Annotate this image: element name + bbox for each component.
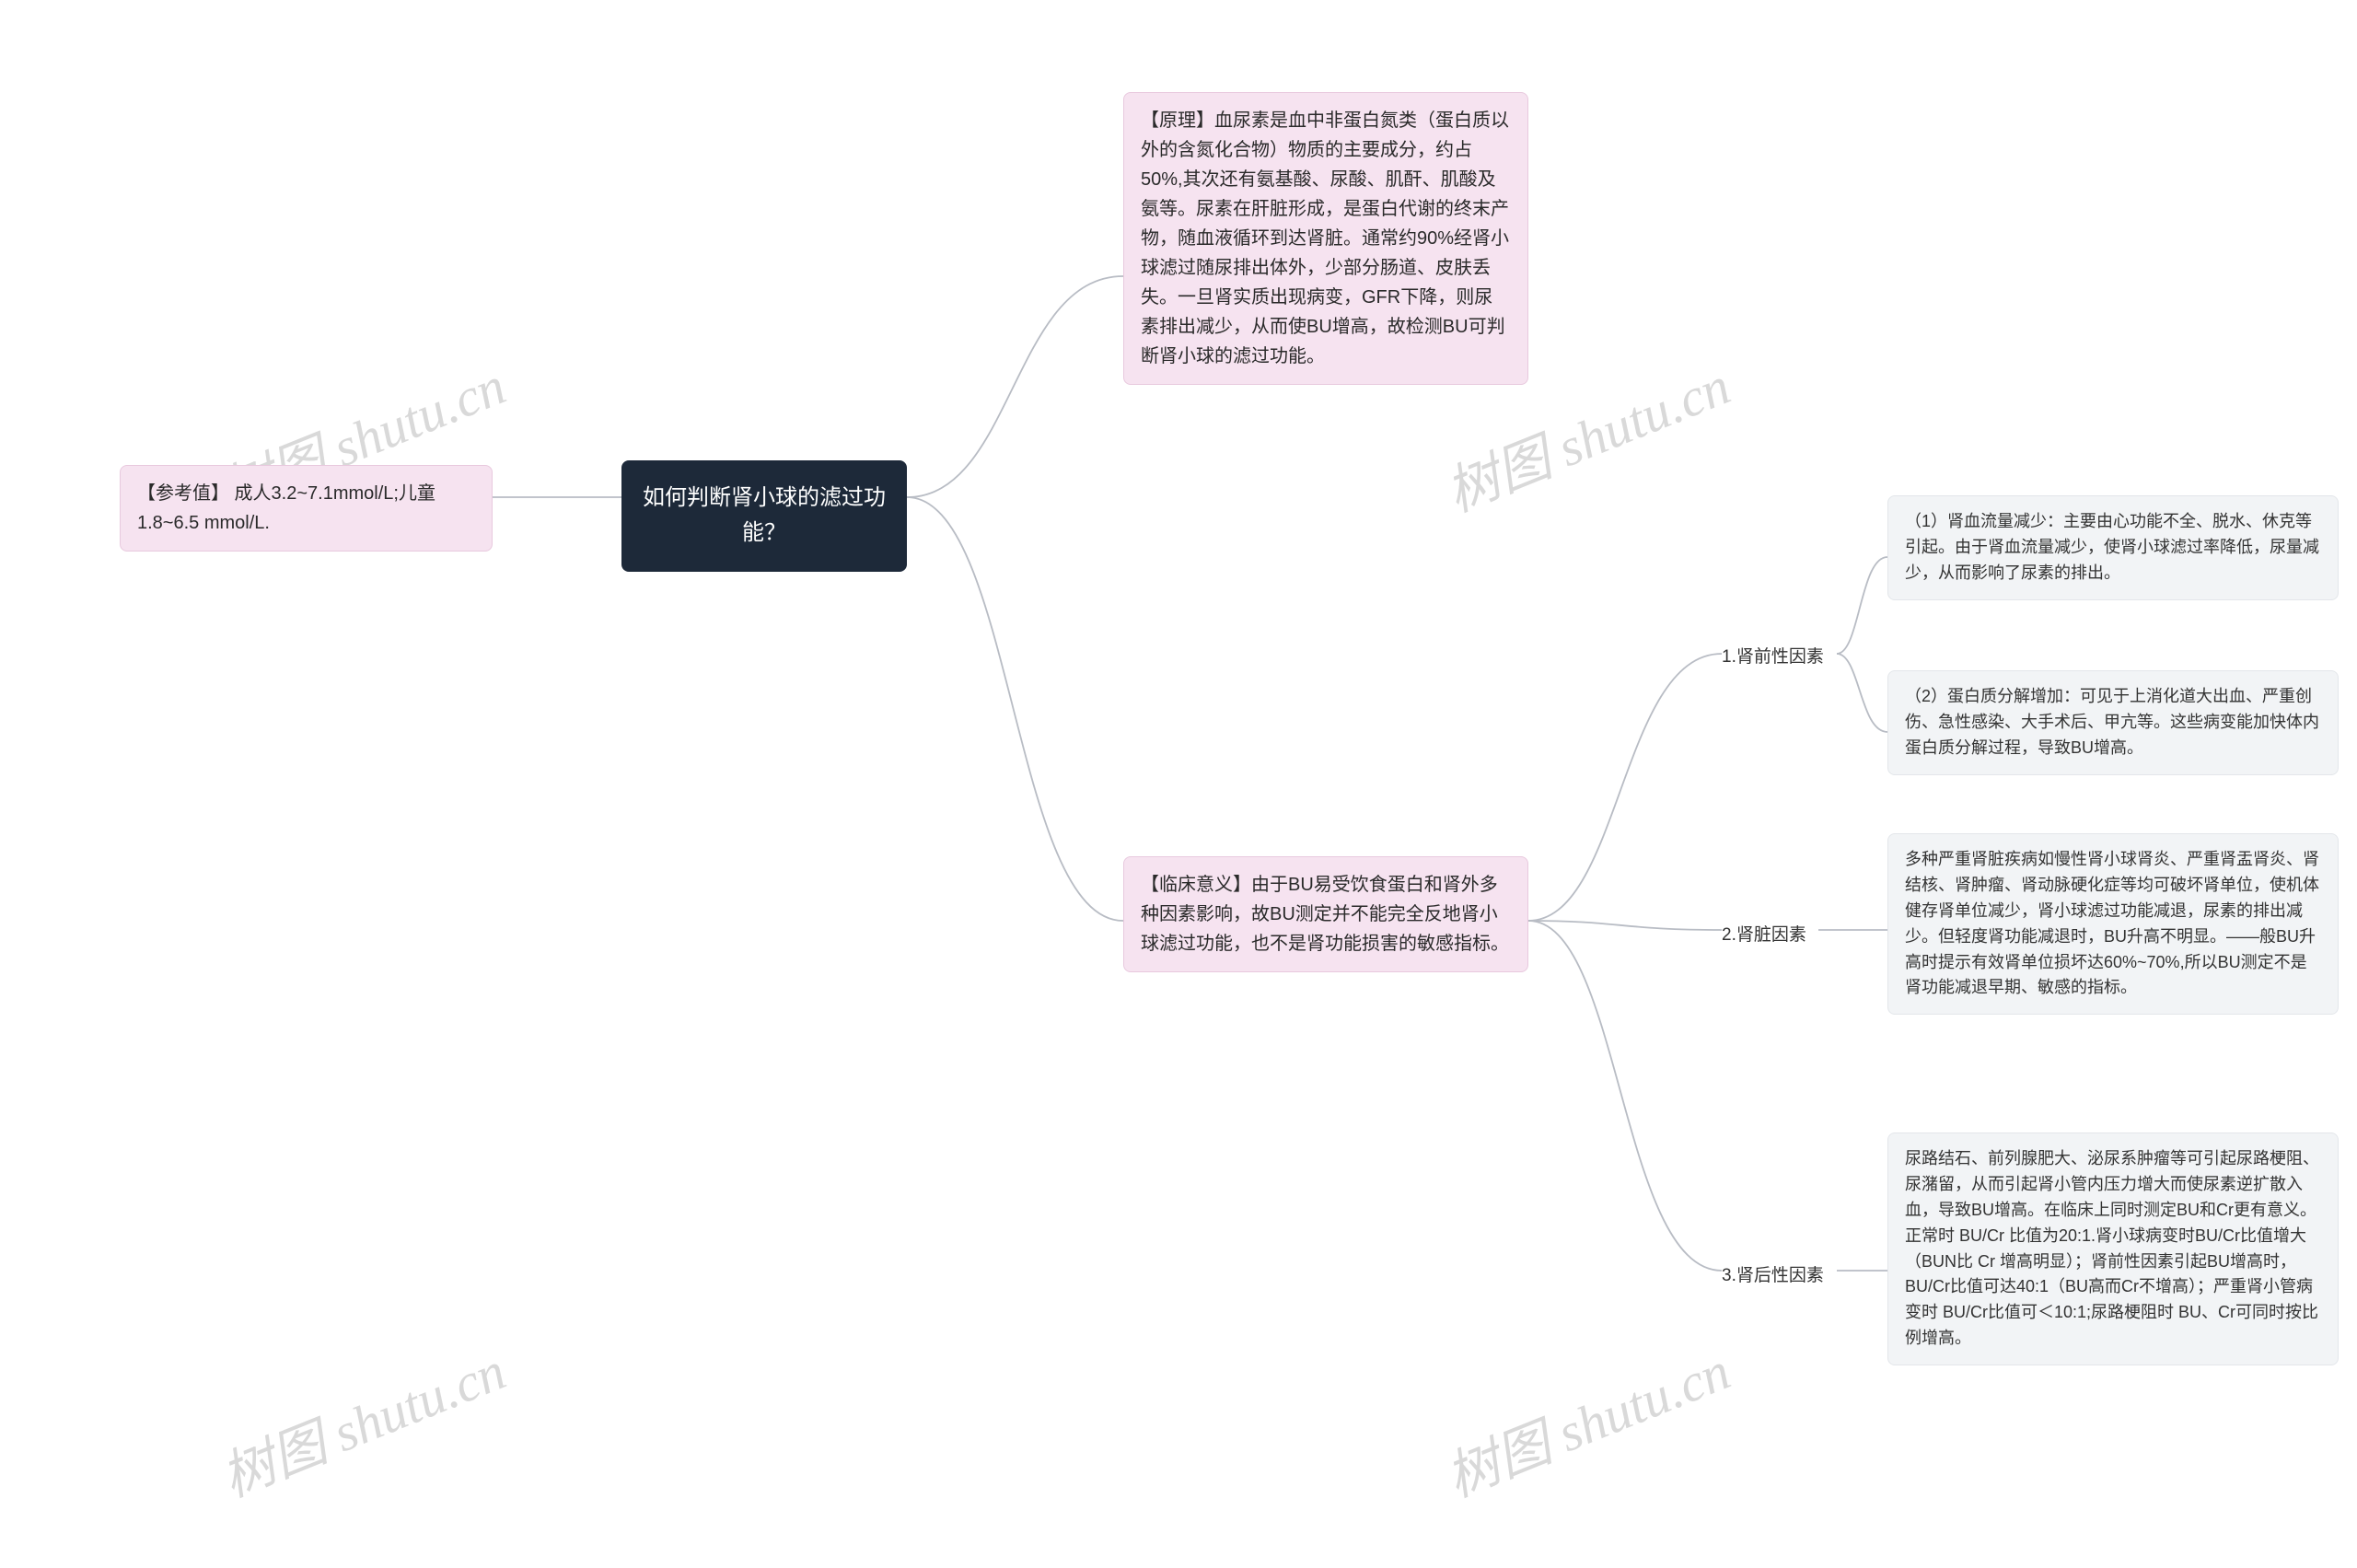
branch-label-renal[interactable]: 2.肾脏因素	[1722, 921, 1806, 946]
watermark: 树图 shutu.cn	[208, 1328, 515, 1512]
watermark: 树图 shutu.cn	[1433, 1328, 1739, 1512]
connector	[907, 276, 1123, 497]
leaf-prerenal-2[interactable]: （2）蛋白质分解增加：可见于上消化道大出血、严重创伤、急性感染、大手术后、甲亢等…	[1887, 670, 2339, 775]
connector	[1837, 557, 1887, 654]
root-text: 如何判断肾小球的滤过功能？	[643, 485, 886, 545]
branch-label-prerenal[interactable]: 1.肾前性因素	[1722, 643, 1824, 668]
connector	[1528, 921, 1722, 1271]
leaf-prerenal-1[interactable]: （1）肾血流量减少：主要由心功能不全、脱水、休克等引起。由于肾血流量减少，使肾小…	[1887, 495, 2339, 600]
reference-value-text: 【参考值】 成人3.2~7.1mmol/L;儿童1.8~6.5 mmol/L.	[137, 483, 435, 533]
branch-label-text: 1.肾前性因素	[1722, 647, 1824, 667]
branch-label-postrenal[interactable]: 3.肾后性因素	[1722, 1261, 1824, 1286]
leaf-text: （1）肾血流量减少：主要由心功能不全、脱水、休克等引起。由于肾血流量减少，使肾小…	[1905, 512, 2319, 582]
mindmap-root[interactable]: 如何判断肾小球的滤过功能？	[621, 460, 907, 572]
leaf-text: （2）蛋白质分解增加：可见于上消化道大出血、严重创伤、急性感染、大手术后、甲亢等…	[1905, 687, 2319, 757]
branch-label-text: 2.肾脏因素	[1722, 925, 1806, 945]
connector	[907, 497, 1123, 921]
connector	[1528, 921, 1722, 930]
principle-node[interactable]: 【原理】血尿素是血中非蛋白氮类（蛋白质以外的含氮化合物）物质的主要成分，约占50…	[1123, 92, 1528, 385]
connector	[1837, 654, 1887, 732]
principle-text: 【原理】血尿素是血中非蛋白氮类（蛋白质以外的含氮化合物）物质的主要成分，约占50…	[1141, 110, 1509, 366]
reference-value-node[interactable]: 【参考值】 成人3.2~7.1mmol/L;儿童1.8~6.5 mmol/L.	[120, 465, 493, 552]
leaf-text: 多种严重肾脏疾病如慢性肾小球肾炎、严重肾盂肾炎、肾结核、肾肿瘤、肾动脉硬化症等均…	[1905, 850, 2319, 996]
leaf-postrenal-1[interactable]: 尿路结石、前列腺肥大、泌尿系肿瘤等可引起尿路梗阻、尿潴留，从而引起肾小管内压力增…	[1887, 1132, 2339, 1365]
clinical-node[interactable]: 【临床意义】由于BU易受饮食蛋白和肾外多种因素影响，故BU测定并不能完全反地肾小…	[1123, 856, 1528, 972]
clinical-text: 【临床意义】由于BU易受饮食蛋白和肾外多种因素影响，故BU测定并不能完全反地肾小…	[1141, 875, 1509, 954]
leaf-text: 尿路结石、前列腺肥大、泌尿系肿瘤等可引起尿路梗阻、尿潴留，从而引起肾小管内压力增…	[1905, 1149, 2319, 1347]
leaf-renal-1[interactable]: 多种严重肾脏疾病如慢性肾小球肾炎、严重肾盂肾炎、肾结核、肾肿瘤、肾动脉硬化症等均…	[1887, 833, 2339, 1015]
branch-label-text: 3.肾后性因素	[1722, 1266, 1824, 1285]
connector	[1528, 654, 1722, 921]
